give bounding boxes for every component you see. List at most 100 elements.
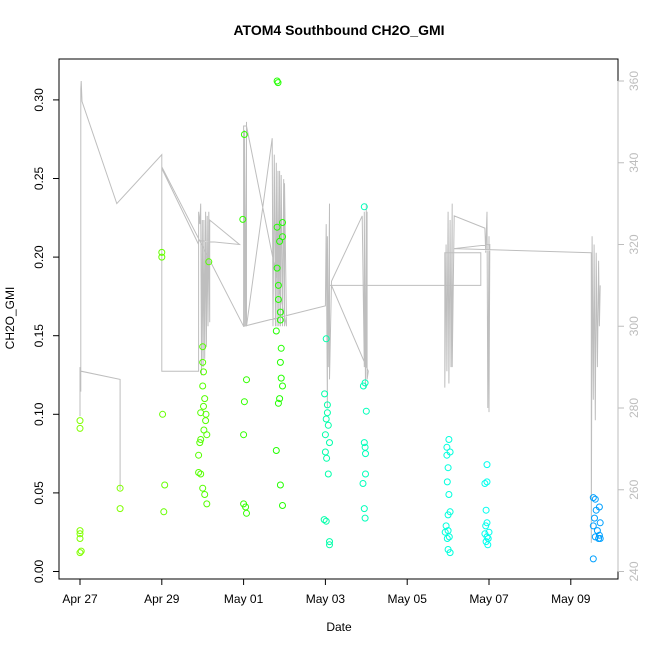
data-point [240, 431, 248, 439]
data-point [197, 470, 205, 478]
data-point [240, 131, 248, 138]
data-point [279, 233, 286, 241]
data-point [239, 215, 247, 223]
data-point [274, 79, 282, 87]
data-point [195, 469, 203, 476]
data-point [277, 374, 285, 382]
data-point [596, 519, 604, 527]
data-point [274, 281, 282, 289]
x-tick-label: May 03 [306, 592, 346, 606]
right-axis-series-line [79, 80, 601, 543]
data-point [320, 516, 328, 524]
x-tick-label: May 07 [469, 592, 509, 606]
data-point [446, 448, 454, 456]
data-point [595, 531, 603, 539]
data-point [444, 464, 452, 472]
data-point [277, 344, 285, 352]
data-point [276, 481, 284, 489]
data-point [322, 335, 330, 343]
data-point [323, 454, 331, 462]
data-point [76, 535, 84, 542]
data-point [359, 480, 367, 487]
data-point [273, 223, 281, 231]
data-point [360, 203, 368, 211]
data-point [484, 541, 492, 549]
data-point [321, 390, 329, 398]
y-right-tick-label: 300 [627, 316, 641, 336]
data-point [445, 491, 453, 498]
y-axis-label: CH2O_GMI [3, 287, 17, 350]
data-point [199, 343, 207, 351]
y-right-tick-label: 280 [627, 398, 641, 418]
data-point [274, 399, 282, 407]
data-point [483, 461, 491, 469]
data-point [322, 415, 330, 423]
data-point [445, 533, 453, 541]
x-tick-label: May 05 [388, 592, 428, 606]
data-point [205, 258, 213, 266]
data-point [481, 480, 489, 487]
data-point [200, 368, 207, 376]
data-point [592, 506, 600, 514]
data-point [483, 533, 491, 541]
data-point [441, 528, 449, 536]
data-point [276, 395, 284, 403]
data-point [589, 555, 597, 563]
y-right-tick-label: 320 [627, 234, 641, 254]
data-point [243, 376, 250, 384]
data-point [326, 538, 333, 546]
data-point [116, 484, 124, 492]
y-tick-label: 0.00 [32, 559, 46, 583]
data-point [483, 519, 491, 527]
series-line [79, 80, 601, 543]
data-point [596, 535, 604, 542]
y-tick-label: 0.05 [32, 481, 46, 505]
data-point [203, 500, 211, 508]
data-point [276, 316, 284, 324]
data-point [443, 443, 451, 451]
data-point [443, 535, 451, 542]
x-tick-label: Apr 27 [62, 592, 98, 606]
x-tick-label: May 09 [551, 592, 591, 606]
data-point [361, 379, 369, 387]
data-point [324, 470, 332, 478]
y-right-tick-label: 260 [627, 479, 641, 499]
data-point [482, 522, 490, 530]
data-point [158, 253, 166, 261]
y-tick-label: 0.10 [32, 402, 46, 426]
data-point [326, 541, 333, 549]
data-point [360, 505, 368, 513]
data-point [444, 511, 452, 519]
data-point [482, 506, 490, 514]
y-right-tick-label: 360 [627, 71, 641, 91]
data-point [272, 327, 280, 335]
data-point [160, 508, 168, 516]
x-axis-label: Date [326, 620, 352, 634]
data-point [362, 450, 369, 458]
data-point [197, 436, 205, 443]
data-point [161, 481, 169, 489]
data-point [199, 484, 207, 492]
data-point [276, 308, 284, 316]
data-point [202, 417, 210, 425]
data-point [361, 514, 369, 522]
data-point [591, 495, 599, 503]
data-point [322, 517, 330, 525]
data-point [593, 527, 601, 535]
data-point [591, 533, 599, 541]
data-point [589, 522, 597, 530]
x-axis: Apr 27 Apr 29 May 01 May 03 May 05 May 07 May … [62, 578, 591, 606]
data-point [203, 431, 211, 439]
data-point [199, 382, 207, 390]
data-point [76, 527, 84, 535]
scatter-points [76, 77, 604, 563]
data-point [483, 478, 491, 486]
x-tick-label: May 01 [224, 592, 264, 606]
data-point [199, 358, 207, 366]
data-point [279, 502, 286, 509]
data-point [591, 514, 598, 522]
data-point [362, 407, 370, 415]
data-point [243, 509, 250, 517]
data-point [273, 264, 281, 272]
